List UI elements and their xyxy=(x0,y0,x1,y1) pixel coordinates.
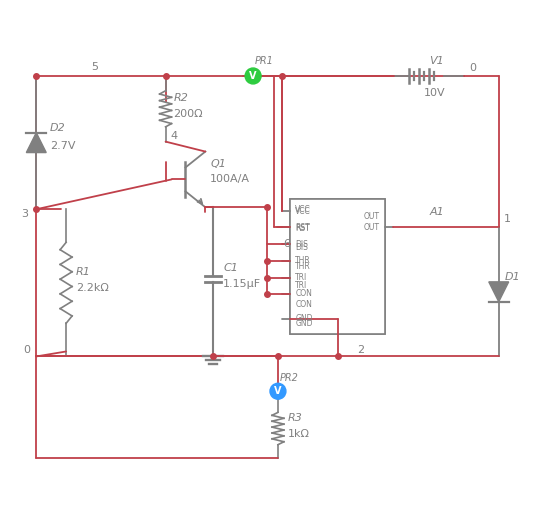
Text: V: V xyxy=(274,386,282,396)
Text: 1kΩ: 1kΩ xyxy=(288,429,310,438)
Text: Q1: Q1 xyxy=(210,159,226,169)
Text: RST: RST xyxy=(295,224,310,233)
Polygon shape xyxy=(489,282,509,302)
Text: D2: D2 xyxy=(50,123,66,133)
Text: GND: GND xyxy=(295,319,313,328)
Text: DIS: DIS xyxy=(295,240,308,248)
Bar xyxy=(291,200,385,333)
Text: V: V xyxy=(249,71,257,81)
Text: THR: THR xyxy=(295,257,311,266)
Text: C1: C1 xyxy=(223,263,238,273)
Text: 6: 6 xyxy=(283,239,290,249)
Circle shape xyxy=(245,68,261,84)
Text: 5: 5 xyxy=(91,62,98,72)
Text: RST: RST xyxy=(295,222,310,232)
Polygon shape xyxy=(26,133,46,153)
Text: 100A/A: 100A/A xyxy=(210,175,250,184)
Text: 1.15μF: 1.15μF xyxy=(223,279,261,289)
Text: DIS: DIS xyxy=(295,243,308,252)
Text: R2: R2 xyxy=(174,93,188,103)
Text: OUT: OUT xyxy=(364,222,380,232)
Text: D1: D1 xyxy=(505,272,520,282)
Text: GND: GND xyxy=(295,314,313,323)
Circle shape xyxy=(270,383,286,399)
Text: 0: 0 xyxy=(469,63,476,73)
Text: 2.2kΩ: 2.2kΩ xyxy=(76,283,109,293)
Text: CON: CON xyxy=(295,300,312,309)
Text: 1: 1 xyxy=(504,214,511,224)
Text: R1: R1 xyxy=(76,267,91,277)
Text: A1: A1 xyxy=(429,207,444,217)
Text: TRI: TRI xyxy=(295,281,308,290)
Text: 2.7V: 2.7V xyxy=(50,140,76,151)
Text: 4: 4 xyxy=(171,131,178,140)
Text: CON: CON xyxy=(295,289,312,298)
Text: THR: THR xyxy=(295,262,311,271)
Text: 10V: 10V xyxy=(424,88,446,98)
Text: OUT: OUT xyxy=(364,212,380,221)
Text: VCC: VCC xyxy=(295,205,311,214)
Text: R3: R3 xyxy=(288,413,303,422)
Text: TRI: TRI xyxy=(295,273,308,282)
Text: PR1: PR1 xyxy=(255,56,274,66)
Text: PR2: PR2 xyxy=(280,373,299,383)
Text: 3: 3 xyxy=(22,209,29,219)
Text: 0: 0 xyxy=(23,346,30,355)
Text: V1: V1 xyxy=(429,56,444,66)
Text: VCC: VCC xyxy=(295,207,311,216)
Text: 2: 2 xyxy=(358,346,365,355)
Bar xyxy=(291,200,385,333)
Text: 200Ω: 200Ω xyxy=(174,109,203,119)
